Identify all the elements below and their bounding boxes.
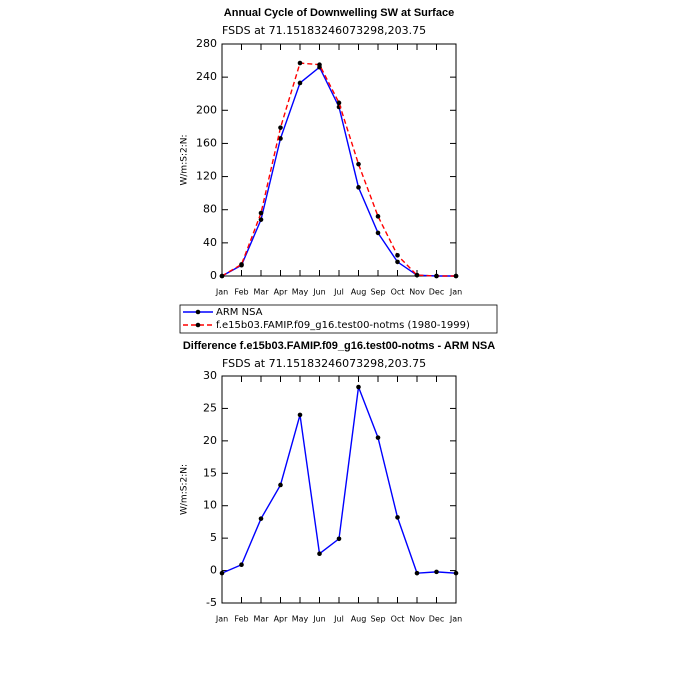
y-tick-label: 200 (196, 103, 217, 116)
data-point (278, 125, 283, 130)
x-tick-label: Jan (215, 288, 228, 297)
y-tick-label: 40 (203, 236, 217, 249)
data-point (356, 384, 361, 390)
legend-marker (195, 309, 201, 315)
x-tick-label: Aug (351, 288, 367, 297)
data-point (297, 60, 303, 66)
x-tick-label: Jun (312, 615, 326, 624)
chart-subtitle: FSDS at 71.15183246073298,203.75 (222, 24, 426, 37)
x-tick-label: Nov (409, 288, 425, 297)
y-axis-label: W/m:S:2:N: (180, 464, 190, 515)
series-line (221, 62, 456, 277)
y-tick-label: 20 (203, 434, 217, 447)
chart-title: Difference f.e15b03.FAMIP.f09_g16.test00… (183, 340, 495, 352)
legend-label: ARM NSA (216, 307, 263, 318)
data-point (395, 259, 400, 265)
x-tick-label: Sep (370, 288, 385, 297)
x-tick-label: Dec (429, 615, 444, 624)
x-tick-label: Jan (449, 615, 462, 624)
y-tick-label: 5 (210, 531, 217, 544)
chart-title: Annual Cycle of Downwelling SW at Surfac… (224, 7, 454, 19)
data-point (317, 551, 322, 557)
y-tick-label: 25 (203, 401, 217, 414)
data-point (395, 252, 400, 258)
data-point (297, 412, 303, 418)
data-point (356, 161, 361, 167)
data-point (395, 515, 400, 520)
data-point (336, 100, 342, 106)
x-tick-label: Jul (333, 288, 344, 297)
y-tick-label: -5 (206, 596, 217, 609)
y-tick-label: 120 (196, 170, 217, 183)
data-point (375, 230, 381, 236)
data-point (453, 570, 459, 576)
data-point (278, 482, 283, 488)
x-tick-label: Apr (274, 288, 289, 297)
plot-frame (221, 43, 457, 277)
data-point (239, 562, 244, 568)
y-axis-label: W/m:S:2:N: (180, 135, 190, 186)
y-tick-label: 280 (196, 37, 217, 50)
y-tick-label: 240 (196, 70, 217, 83)
chart-subtitle: FSDS at 71.15183246073298,203.75 (222, 357, 426, 370)
x-tick-label: May (292, 288, 309, 297)
data-point (453, 273, 459, 279)
y-tick-label: 0 (210, 564, 217, 577)
data-point (414, 570, 420, 576)
data-point (239, 262, 244, 267)
series-line (221, 66, 456, 277)
plot-frame (221, 375, 457, 604)
data-point (434, 569, 439, 575)
data-point (258, 217, 264, 222)
y-tick-label: 10 (203, 499, 217, 512)
data-point (278, 136, 283, 141)
x-tick-label: Feb (234, 288, 248, 297)
legend-label: f.e15b03.FAMIP.f09_g16.test00-notms (198… (216, 320, 470, 331)
x-tick-label: May (292, 615, 309, 624)
y-tick-label: 30 (203, 369, 217, 382)
x-tick-label: Feb (234, 615, 248, 624)
x-tick-label: Sep (370, 615, 385, 624)
data-point (219, 273, 225, 279)
x-tick-label: Jan (215, 615, 228, 624)
x-tick-label: Dec (429, 288, 444, 297)
x-tick-label: Jan (449, 288, 462, 297)
x-tick-label: Aug (351, 615, 367, 624)
data-point (297, 80, 303, 86)
data-point (336, 536, 342, 542)
y-tick-label: 15 (203, 466, 217, 479)
x-tick-label: Nov (409, 615, 425, 624)
x-tick-label: Oct (391, 288, 405, 297)
data-point (317, 62, 322, 68)
x-tick-label: Oct (391, 615, 405, 624)
data-point (356, 185, 361, 190)
y-tick-label: 0 (210, 269, 217, 282)
data-point (375, 214, 381, 219)
y-tick-label: 80 (203, 203, 217, 216)
data-point (258, 516, 264, 521)
data-point (375, 435, 381, 440)
y-tick-label: 160 (196, 136, 217, 149)
data-point (258, 210, 264, 216)
x-tick-label: Apr (274, 615, 289, 624)
legend-box (179, 304, 498, 334)
x-tick-label: Mar (253, 615, 269, 624)
data-point (414, 272, 420, 278)
x-tick-label: Mar (253, 288, 269, 297)
legend-marker (195, 322, 201, 328)
x-tick-label: Jul (333, 615, 344, 624)
x-tick-label: Jun (312, 288, 326, 297)
series-line (221, 386, 457, 574)
data-point (434, 273, 439, 279)
data-point (219, 570, 225, 576)
